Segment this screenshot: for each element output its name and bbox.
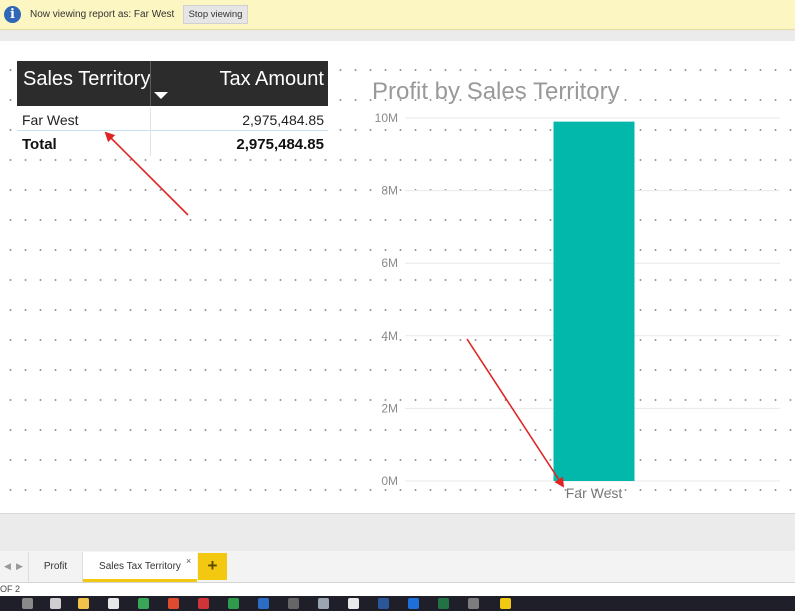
table-total-row: Total 2,975,484.85 <box>17 131 328 155</box>
app-icon[interactable] <box>408 598 419 609</box>
column-divider <box>150 108 151 156</box>
total-label: Total <box>22 136 57 153</box>
bar-far-west[interactable] <box>553 121 635 481</box>
file-explorer-icon[interactable] <box>78 598 89 609</box>
y-tick-label: 8M <box>381 184 398 198</box>
app-icon[interactable] <box>258 598 269 609</box>
chrome-icon[interactable] <box>138 598 149 609</box>
app-icon[interactable] <box>468 598 479 609</box>
y-tick-label: 6M <box>381 256 398 270</box>
tab-scroll-right-button[interactable]: ▶ <box>16 561 23 571</box>
y-tick-label: 10M <box>375 111 398 125</box>
chart-title: Profit by Sales Territory <box>372 78 620 105</box>
sort-descending-icon[interactable] <box>154 92 168 99</box>
excel-icon[interactable] <box>438 598 449 609</box>
canvas-bottom-area <box>0 513 795 551</box>
status-bar: OF 2 <box>0 583 795 596</box>
tab-close-button[interactable]: × <box>186 556 192 566</box>
stop-viewing-button[interactable]: Stop viewing <box>183 5 248 24</box>
profit-bar-chart[interactable]: 0M 2M 4M 6M 8M 10M Far West <box>360 105 780 505</box>
cell-tax-amount: 2,975,484.85 <box>242 112 324 128</box>
annotation-arrow-chart <box>466 338 565 488</box>
viewing-as-infobar: i Now viewing report as: Far West Stop v… <box>0 0 795 30</box>
app-icon[interactable] <box>348 598 359 609</box>
y-tick-label: 2M <box>381 401 398 415</box>
total-value: 2,975,484.85 <box>236 136 324 153</box>
browser-icon[interactable] <box>168 598 179 609</box>
viewing-as-message: Now viewing report as: Far West <box>30 9 175 20</box>
app-icon[interactable] <box>288 598 299 609</box>
tab-profit[interactable]: Profit <box>28 552 83 582</box>
app-icon[interactable] <box>318 598 329 609</box>
tab-sales-tax-territory[interactable]: Sales Tax Territory <box>83 552 197 582</box>
annotation-arrow-table <box>104 131 189 216</box>
column-header-tax-amount[interactable]: Tax Amount <box>219 68 324 90</box>
tab-scroll-left-button[interactable]: ◀ <box>4 561 11 571</box>
column-divider <box>150 61 151 106</box>
column-header-sales-territory[interactable]: Sales Territory <box>23 68 151 90</box>
info-icon: i <box>4 6 21 23</box>
cell-territory: Far West <box>22 112 79 128</box>
windows-taskbar <box>0 596 795 611</box>
start-icon[interactable] <box>22 598 33 609</box>
word-icon[interactable] <box>378 598 389 609</box>
app-icon[interactable] <box>228 598 239 609</box>
power-bi-icon[interactable] <box>500 598 511 609</box>
task-view-icon[interactable] <box>50 598 61 609</box>
app-icon[interactable] <box>198 598 209 609</box>
table-header-row: Sales Territory Tax Amount <box>17 61 328 106</box>
y-tick-label: 4M <box>381 329 398 343</box>
top-spacer <box>0 30 795 41</box>
add-page-button[interactable]: + <box>198 553 227 580</box>
store-icon[interactable] <box>108 598 119 609</box>
y-tick-label: 0M <box>381 474 398 488</box>
page-count: OF 2 <box>0 584 21 594</box>
x-category-label: Far West <box>566 485 623 501</box>
sales-tax-table[interactable]: Sales Territory Tax Amount Far West 2,97… <box>17 61 328 156</box>
page-tab-bar: ◀ ▶ Profit Sales Tax Territory <box>0 551 795 583</box>
table-row[interactable]: Far West 2,975,484.85 <box>17 108 328 131</box>
